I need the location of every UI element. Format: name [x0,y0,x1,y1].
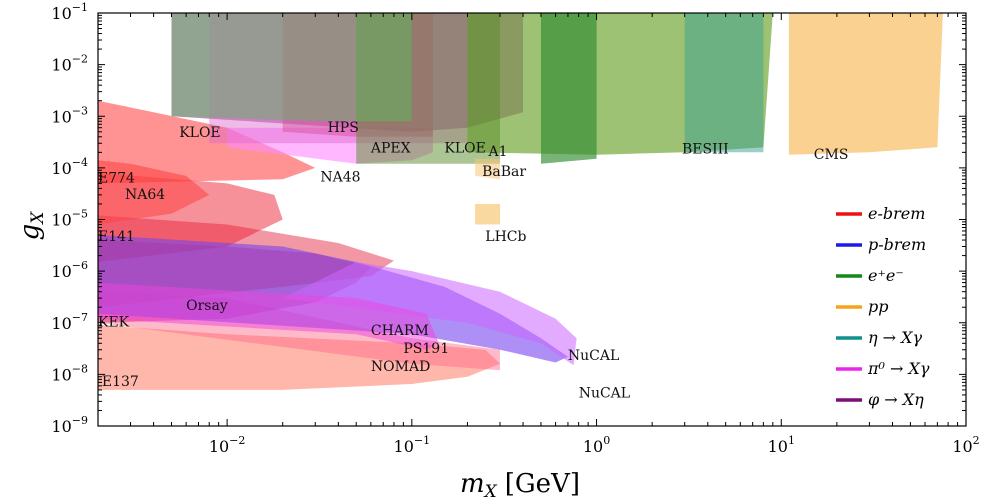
label-kek-14: KEK [98,315,130,331]
legend-label-0: e-brem [868,204,925,223]
label-nomad-17: NOMAD [371,359,430,375]
y-tick-label-2: 10−7 [51,311,88,333]
label-na48-6: NA48 [320,169,360,185]
label-babar-5: BaBar [482,164,526,180]
label-e774-9: E774 [98,171,135,187]
y-axis-title: gX [15,211,48,241]
x-tick-label-4: 102 [952,434,979,456]
label-cms-8: CMS [814,147,849,163]
region-cms [788,13,943,155]
label-charm-15: CHARM [371,323,429,339]
label-lhcb-12: LHCb [485,229,526,245]
label-kloe-0: KLOE [179,125,220,141]
y-tick-label-3: 10−6 [51,259,88,281]
label-na64-10: NA64 [125,187,165,203]
label-apex-2: APEX [370,140,411,156]
region-pp-low [475,158,500,180]
region-kloe-ee [171,13,412,122]
x-axis-sub: X [483,482,498,502]
x-axis-ticks: 10−2 10−1 100 101 102 [97,13,980,456]
x-tick-label-1: 10−1 [394,434,431,456]
label-hps-1: HPS [328,120,359,136]
label-nucal-19: NuCAL [568,348,619,364]
legend-label-4: η → Xγ [868,328,923,347]
y-axis-ticks: 10−9 10−8 10−7 10−6 10−5 10−4 10−3 10−2 10−1 [51,1,966,436]
y-axis-var: g [15,224,45,241]
y-tick-label-5: 10−4 [51,156,88,178]
y-tick-label-7: 10−2 [51,53,88,75]
y-tick-label-0: 10−9 [51,414,88,436]
legend-label-1: p-brem [868,235,926,254]
x-axis-var: m [460,469,485,499]
label-nucal-20: NuCAL [579,385,630,401]
exclusion-regions [98,13,943,390]
label-kloe-3: KLOE [444,140,485,156]
y-axis-sub: X [28,211,48,226]
legend-label-6: φ → Xη [868,390,924,409]
x-tick-label-3: 101 [768,434,795,456]
region-kloe-e [98,100,316,184]
region-ps191 [98,282,439,350]
label-e137-18: E137 [102,374,139,390]
label-ps191-16: PS191 [403,341,449,357]
x-tick-label-0: 10−2 [209,434,246,456]
label-e141-11: E141 [98,229,135,245]
label-besiii-7: BESIII [682,142,729,158]
region-lhcb [475,204,500,225]
label-orsay-13: Orsay [186,298,228,314]
region-nucal [282,262,577,366]
region-eta [684,13,764,153]
legend: e-brem p-brem e⁺e⁻ pp η → Xγ π⁰ → Xγ φ → Xη [836,204,930,409]
legend-label-5: π⁰ → Xγ [867,359,930,378]
region-besiii [541,13,597,164]
label-a1-4: A1 [488,144,508,160]
x-axis-title: mX [GeV] [460,469,580,502]
y-tick-label-1: 10−8 [51,362,88,384]
legend-label-2: e⁺e⁻ [868,266,904,285]
x-tick-label-2: 100 [583,434,610,456]
legend-label-3: pp [868,297,888,316]
region-e137 [98,325,500,390]
y-tick-label-6: 10−3 [51,104,88,126]
y-tick-label-4: 10−5 [51,208,88,230]
x-axis-unit: [GeV] [505,469,580,499]
y-tick-label-8: 10−1 [51,1,88,23]
